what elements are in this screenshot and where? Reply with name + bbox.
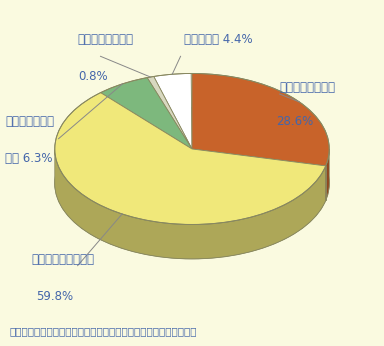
Polygon shape <box>101 78 192 149</box>
Text: 全く大切ではない: 全く大切ではない <box>78 33 134 46</box>
Text: 28.6%: 28.6% <box>276 115 314 128</box>
Polygon shape <box>55 150 326 259</box>
Ellipse shape <box>55 108 329 259</box>
Text: ない 6.3%: ない 6.3% <box>5 152 53 165</box>
Polygon shape <box>154 73 192 149</box>
Text: あまり大切では: あまり大切では <box>5 115 54 128</box>
Polygon shape <box>326 149 329 200</box>
Text: 非常に大切である: 非常に大切である <box>280 81 336 94</box>
Text: （出典）　内阁府「文化に関する世論調査」（平成２１年１１月）: （出典） 内阁府「文化に関する世論調査」（平成２１年１１月） <box>9 326 197 336</box>
Text: わからない 4.4%: わからない 4.4% <box>184 33 253 46</box>
Text: 0.8%: 0.8% <box>78 70 108 83</box>
Polygon shape <box>147 76 192 149</box>
Text: 59.8%: 59.8% <box>36 290 73 303</box>
Polygon shape <box>192 73 329 166</box>
Polygon shape <box>55 93 326 225</box>
Text: ある程度大切である: ある程度大切である <box>32 253 95 266</box>
